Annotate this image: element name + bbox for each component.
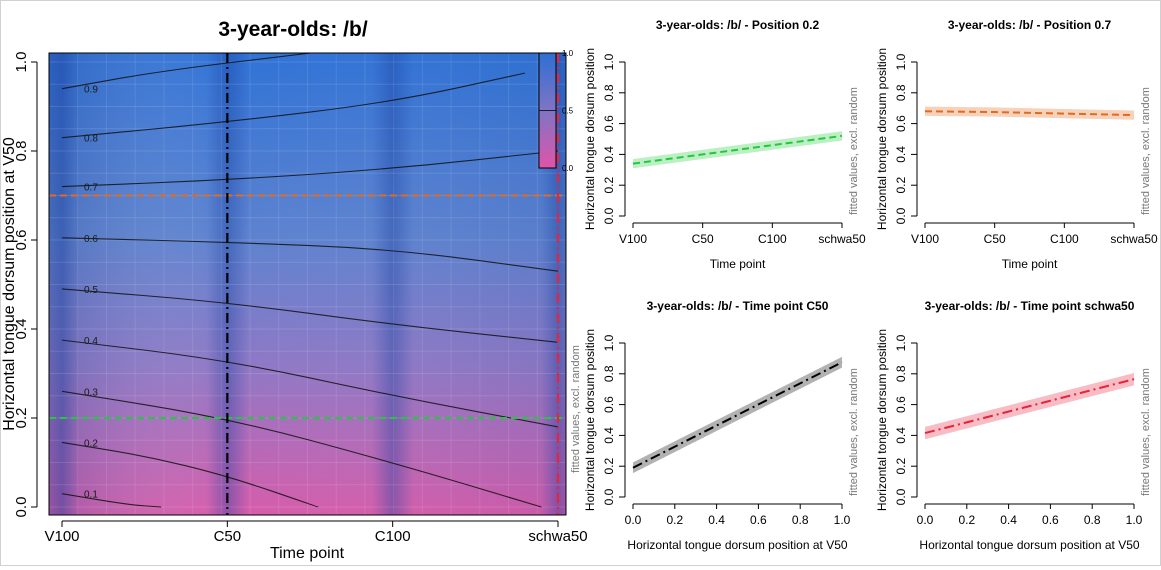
y-tick-label: 0.2	[894, 458, 908, 475]
y-axis-title: Horizontal tongue dorsum position	[875, 329, 889, 511]
y-tick-label: 0.0	[602, 488, 616, 505]
y-tick-label: 1.0	[13, 52, 30, 73]
y-tick-label: 0.6	[602, 396, 616, 413]
colorbar-tick-label: 0.0	[562, 164, 574, 173]
x-tick-label: 0.8	[1084, 513, 1101, 527]
y-tick-label: 1.0	[602, 53, 616, 70]
x-tick-label: 0.2	[958, 513, 975, 527]
y-tick-label: 0.8	[602, 365, 616, 382]
x-tick-label: 0.4	[708, 513, 725, 527]
y-tick-label: 0.0	[894, 207, 908, 224]
contour-label: 0.3	[84, 387, 98, 398]
x-tick-label: V100	[44, 528, 79, 545]
y-axis-title: Horizontal tongue dorsum position at V50	[1, 137, 18, 431]
y-tick-label: 0.0	[602, 207, 616, 224]
y-tick-label: 0.4	[602, 146, 616, 163]
contour-label: 0.5	[84, 285, 98, 296]
side-label: fitted values, excl. random	[1140, 87, 1152, 215]
x-tick-label: C100	[375, 528, 411, 545]
y-tick-label: 0.4	[602, 427, 616, 444]
panel-1: 3-year-olds: /b/ - Position 0.2 0.0 0.2 0.4…	[583, 18, 866, 271]
main-heatmap-panel: 3-year-olds: /b/0.9 0.8 0.7 0.6 0.5 0.4 0.3 0.2…	[1, 18, 587, 562]
panel-2: 3-year-olds: /b/ - Position 0.7 0.0 0.2 0.4…	[875, 18, 1158, 271]
y-tick-label: 0.8	[894, 84, 908, 101]
x-tick-label: 0.2	[666, 513, 683, 527]
x-axis-title: Horizontal tongue dorsum position at V50	[627, 538, 847, 552]
y-tick-label: 0.6	[602, 115, 616, 132]
panel-title: 3-year-olds: /b/ - Position 0.7	[948, 18, 1112, 32]
colorbar-tick-label: 0.5	[562, 107, 574, 116]
panel-title: 3-year-olds: /b/ - Position 0.2	[656, 18, 820, 32]
x-tick-label: schwa50	[1110, 232, 1158, 246]
y-axis-title: Horizontal tongue dorsum position	[583, 329, 597, 511]
side-label: fitted values, excl. random	[848, 87, 860, 215]
x-tick-label: C50	[214, 528, 242, 545]
panel-3: 3-year-olds: /b/ - Time point C50 0.0 0.2 0…	[583, 299, 860, 552]
y-tick-label: 1.0	[602, 334, 616, 351]
y-tick-label: 0.4	[894, 146, 908, 163]
y-tick-label: 1.0	[894, 53, 908, 70]
panel-title: 3-year-olds: /b/ - Time point schwa50	[925, 299, 1135, 313]
x-tick-label: C50	[984, 232, 1006, 246]
side-label: fitted values, excl. random	[570, 345, 582, 473]
contour-label: 0.2	[84, 438, 98, 449]
x-tick-label: C100	[758, 232, 787, 246]
x-axis-title: Time point	[710, 257, 766, 271]
y-tick-label: 0.6	[894, 115, 908, 132]
contour-label: 0.4	[84, 336, 98, 347]
y-tick-label: 0.4	[894, 427, 908, 444]
y-tick-label: 0.2	[894, 177, 908, 194]
x-tick-label: C50	[692, 232, 714, 246]
y-tick-label: 0.0	[894, 488, 908, 505]
contour-label: 0.7	[84, 183, 98, 194]
x-axis-title: Time point	[270, 545, 345, 562]
x-tick-label: 0.0	[917, 513, 934, 527]
y-axis-title: Horizontal tongue dorsum position	[875, 48, 889, 230]
y-tick-label: 0.8	[894, 365, 908, 382]
heatmap-area: 0.9 0.8 0.7 0.6 0.5 0.4 0.3 0.2 0.1	[45, 53, 575, 515]
confidence-band	[633, 357, 842, 473]
x-axis-title: Time point	[1002, 257, 1058, 271]
x-tick-label: 1.0	[1126, 513, 1143, 527]
side-label: fitted values, excl. random	[1140, 368, 1152, 496]
y-axis-title: Horizontal tongue dorsum position	[583, 48, 597, 230]
main-title: 3-year-olds: /b/	[218, 18, 368, 41]
x-tick-label: schwa50	[818, 232, 866, 246]
contour-label: 0.8	[84, 134, 98, 145]
side-label: fitted values, excl. random	[848, 368, 860, 496]
contour-label: 0.9	[84, 85, 98, 96]
x-tick-label: 0.6	[1042, 513, 1059, 527]
x-tick-label: 0.8	[792, 513, 809, 527]
contour-label: 0.1	[84, 490, 98, 501]
y-tick-label: 0.8	[602, 84, 616, 101]
y-tick-label: 0.2	[602, 177, 616, 194]
x-tick-label: V100	[911, 232, 939, 246]
x-tick-label: C100	[1050, 232, 1079, 246]
x-tick-label: 1.0	[834, 513, 851, 527]
x-tick-label: 0.4	[1000, 513, 1017, 527]
panel-4: 3-year-olds: /b/ - Time point schwa50 0.0…	[875, 299, 1152, 552]
x-tick-label: schwa50	[528, 528, 587, 545]
x-tick-label: 0.6	[750, 513, 767, 527]
y-tick-label: 0.0	[13, 497, 30, 518]
y-tick-label: 1.0	[894, 334, 908, 351]
x-axis-title: Horizontal tongue dorsum position at V50	[919, 538, 1139, 552]
contour-label: 0.6	[84, 234, 98, 245]
y-tick-label: 0.2	[602, 458, 616, 475]
x-tick-label: 0.0	[625, 513, 642, 527]
y-tick-label: 0.6	[894, 396, 908, 413]
panel-title: 3-year-olds: /b/ - Time point C50	[647, 299, 829, 313]
x-tick-label: V100	[619, 232, 647, 246]
colorbar-tick-label: 1.0	[562, 49, 574, 58]
